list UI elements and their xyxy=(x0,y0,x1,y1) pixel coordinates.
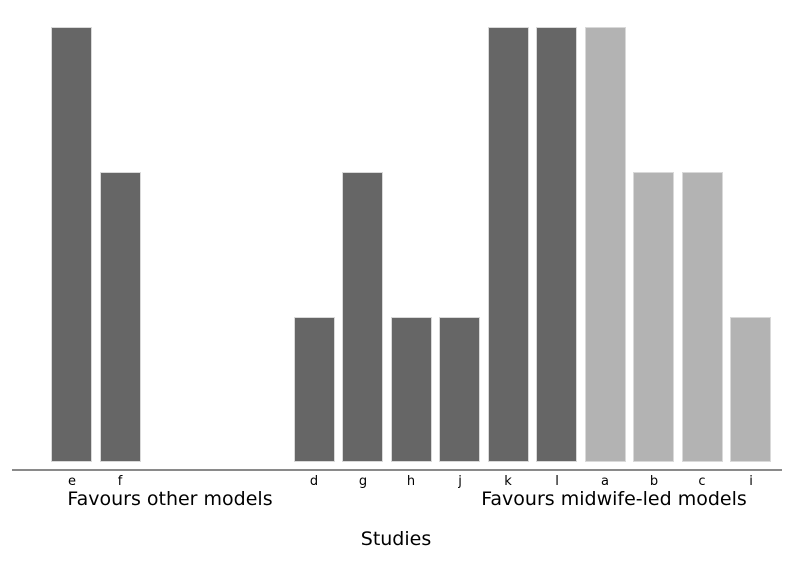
tick-label-a: a xyxy=(601,474,609,489)
bar-b xyxy=(633,172,674,462)
bar-d xyxy=(294,317,335,462)
bar-l xyxy=(536,27,577,462)
tick-label-k: k xyxy=(504,474,512,489)
tick-label-i: i xyxy=(749,474,753,489)
tick-label-g: g xyxy=(358,474,368,489)
bar-k xyxy=(488,27,529,462)
bar-h xyxy=(391,317,432,462)
bar-i xyxy=(730,317,771,462)
tick-label-h: h xyxy=(406,474,416,489)
tick-label-e: e xyxy=(68,474,76,489)
bar-e xyxy=(51,27,92,462)
tick-label-f: f xyxy=(117,474,123,489)
tick-label-b: b xyxy=(649,474,659,489)
bar-f xyxy=(100,172,141,462)
tick-label-j: j xyxy=(458,474,462,489)
bar-j xyxy=(439,317,480,462)
bar-g xyxy=(342,172,383,462)
tick-label-c: c xyxy=(698,474,706,489)
favours-other-models-label: Favours other models xyxy=(67,488,273,510)
favours-midwife-led-models-label: Favours midwife-led models xyxy=(481,488,747,510)
x-axis-title: Studies xyxy=(360,528,432,550)
tick-label-l: l xyxy=(555,474,559,489)
bar-c xyxy=(682,172,723,462)
x-axis-line xyxy=(12,469,782,471)
bar-a xyxy=(585,27,626,462)
tick-label-d: d xyxy=(309,474,319,489)
